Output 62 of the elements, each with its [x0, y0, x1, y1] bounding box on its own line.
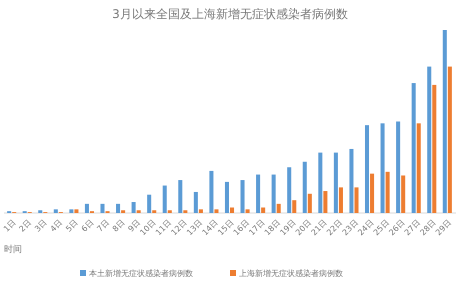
- bar: [323, 191, 328, 213]
- bar: [136, 210, 141, 213]
- bar: [448, 66, 452, 213]
- bar: [427, 66, 432, 213]
- bar: [147, 194, 152, 213]
- bar: [401, 175, 406, 213]
- legend-label: 本土新增无症状感染者病例数: [89, 269, 193, 278]
- x-tick-label: 1日: [2, 218, 18, 234]
- bar: [38, 210, 42, 213]
- bar: [338, 187, 343, 213]
- bar: [132, 202, 136, 213]
- bar: [54, 209, 58, 213]
- x-axis-title: 时间: [4, 244, 22, 255]
- bar: [214, 209, 218, 213]
- bar: [302, 162, 307, 213]
- x-tick-label: 5日: [64, 218, 80, 234]
- bar: [74, 209, 78, 213]
- bar: [287, 167, 292, 213]
- bar: [318, 152, 322, 213]
- bar: [69, 209, 74, 213]
- bar: [178, 180, 182, 213]
- bar: [121, 210, 126, 213]
- bar: [272, 174, 276, 213]
- x-tick-label: 8日: [110, 218, 126, 234]
- bar: [194, 192, 198, 213]
- bar: [276, 204, 281, 213]
- bar: [100, 204, 105, 213]
- bar: [183, 210, 188, 213]
- x-tick-label: 3日: [33, 218, 49, 234]
- bar: [334, 152, 338, 213]
- bar: [432, 84, 436, 213]
- bar: [152, 210, 156, 213]
- bar: [308, 194, 312, 213]
- bar: [240, 180, 245, 213]
- bar: [416, 123, 421, 213]
- bar: [230, 208, 234, 213]
- bar: [116, 204, 120, 213]
- bar: [442, 30, 447, 213]
- bar: [380, 123, 385, 213]
- bar: [370, 174, 374, 213]
- bar: [162, 186, 167, 213]
- bar: [364, 125, 370, 213]
- bar: [256, 174, 260, 213]
- bar: [246, 209, 250, 213]
- bar: [261, 208, 266, 213]
- bar: [168, 210, 172, 213]
- bar: [396, 122, 400, 213]
- legend-label: 上海新增无症状感染者病例数: [239, 269, 343, 278]
- bar: [84, 204, 89, 213]
- bar: [224, 182, 229, 213]
- bar: [198, 209, 203, 213]
- bar: [386, 172, 390, 213]
- bar: [349, 148, 354, 213]
- bar: [292, 200, 296, 213]
- chart-title: 3月以来全国及上海新增无症状感染者病例数: [112, 7, 348, 21]
- bar: [209, 170, 214, 213]
- x-tick-label: 6日: [80, 218, 96, 234]
- x-tick-label: 7日: [95, 218, 111, 234]
- bar: [354, 187, 359, 213]
- x-tick-label: 4日: [48, 218, 64, 234]
- x-tick-label: 2日: [17, 218, 34, 234]
- bar: [412, 83, 416, 213]
